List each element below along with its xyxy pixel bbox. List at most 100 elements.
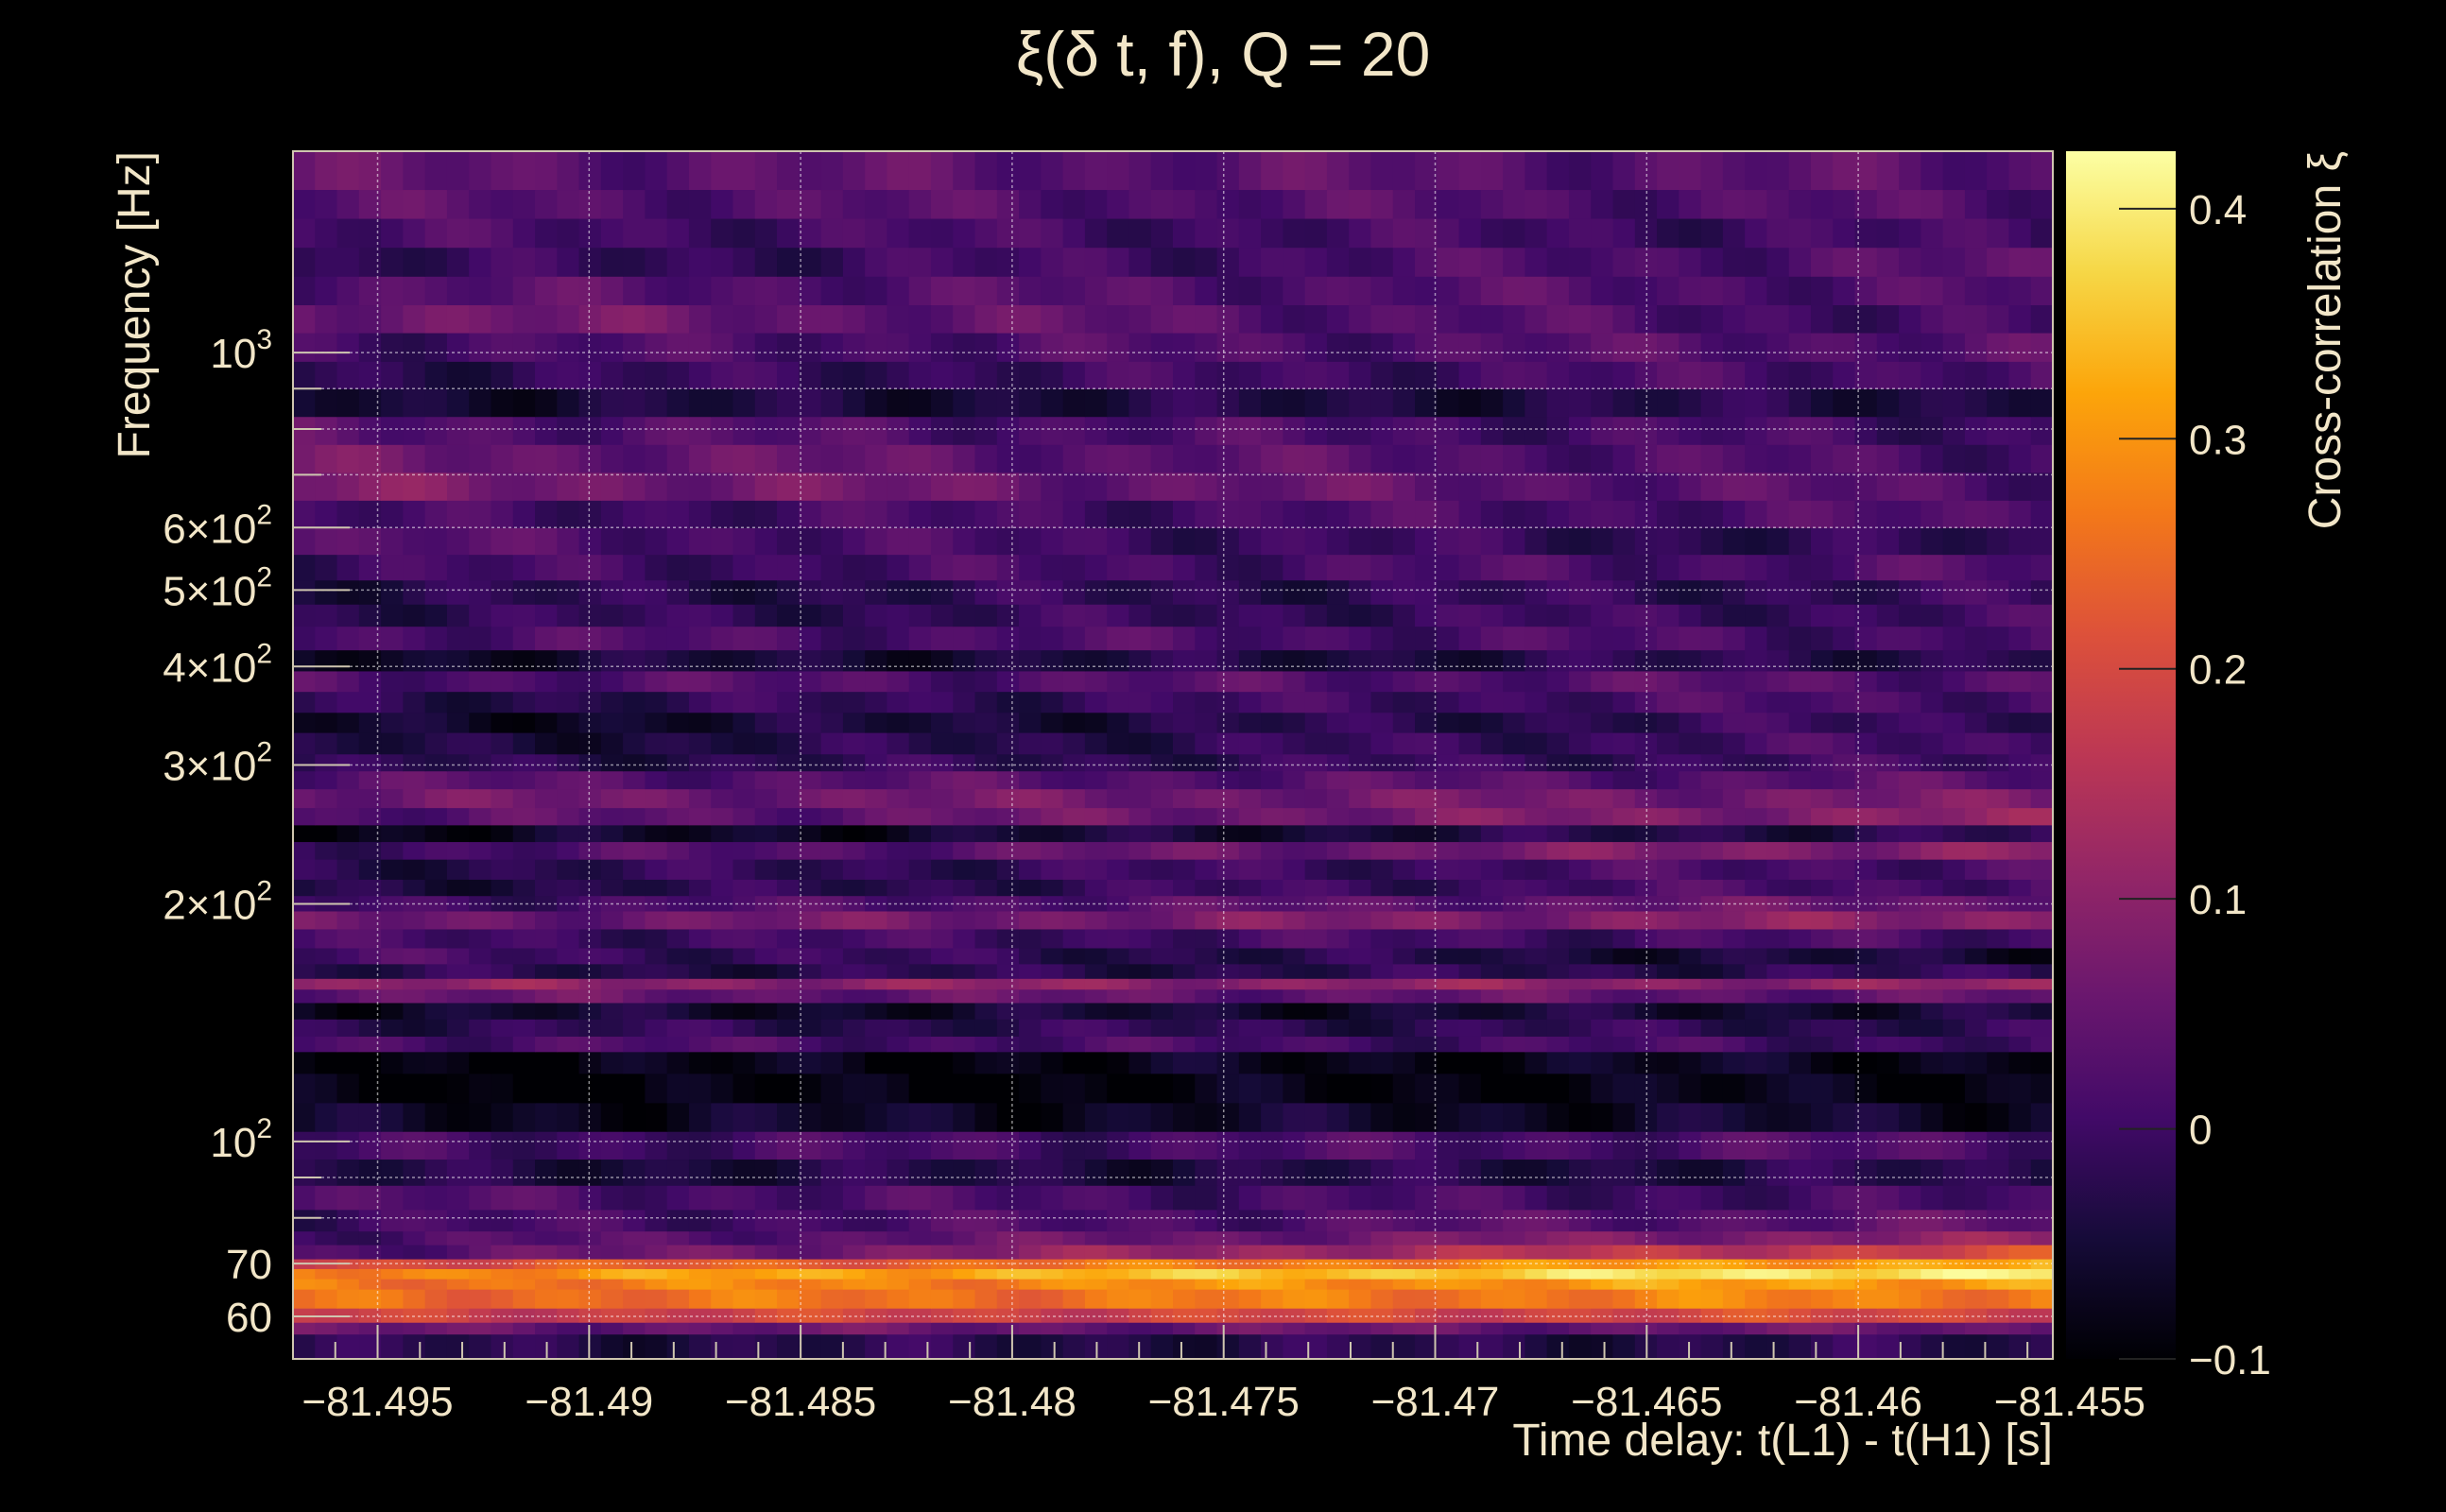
heatmap-cell — [1283, 388, 1306, 418]
heatmap-cell — [996, 649, 1020, 672]
heatmap-cell — [1899, 928, 1921, 949]
heatmap-cell — [469, 472, 492, 501]
heatmap-cell — [1546, 1322, 1570, 1335]
heatmap-cell — [1766, 500, 1790, 528]
heatmap-cell — [688, 910, 712, 930]
heatmap-cell — [645, 1322, 668, 1335]
heatmap-cell — [974, 859, 998, 880]
heatmap-cell — [491, 1289, 514, 1309]
heatmap-cell — [403, 276, 426, 306]
heatmap-cell — [1283, 416, 1306, 445]
heatmap-cell — [1942, 416, 1966, 445]
heatmap-cell — [600, 928, 624, 949]
heatmap-cell — [469, 604, 492, 627]
heatmap-cell — [1107, 217, 1130, 249]
heatmap-cell — [799, 1268, 822, 1280]
heatmap-cell — [1546, 361, 1570, 389]
heatmap-cell — [1326, 824, 1350, 843]
heatmap-cell — [381, 753, 404, 772]
heatmap-cell — [820, 527, 844, 556]
heatmap-cell — [820, 579, 844, 605]
heatmap-cell — [1370, 712, 1394, 733]
heatmap-cell — [1745, 1308, 1768, 1323]
heatmap-cell — [1195, 1019, 1218, 1037]
heatmap-cell — [1546, 1051, 1570, 1074]
heatmap-cell — [1392, 910, 1416, 930]
heatmap-cell — [1987, 1019, 2010, 1037]
heatmap-cell — [512, 910, 536, 930]
heatmap-cell — [1261, 788, 1283, 809]
y-tick-label: 60 — [226, 1295, 272, 1341]
heatmap-cell — [557, 1289, 580, 1309]
heatmap-cell — [1370, 841, 1394, 860]
heatmap-cell — [1370, 276, 1394, 306]
heatmap-cell — [469, 527, 492, 556]
heatmap-cell — [1128, 416, 1152, 445]
heatmap-cell — [1238, 1185, 1262, 1211]
heatmap-cell — [381, 712, 404, 733]
heatmap-cell — [754, 388, 778, 418]
heatmap-cell — [1634, 1279, 1658, 1290]
heatmap-cell — [777, 554, 800, 581]
heatmap-cell — [469, 841, 492, 860]
heatmap-cell — [1107, 1019, 1130, 1037]
heatmap-cell — [1854, 841, 1878, 860]
heatmap-cell — [293, 947, 316, 965]
heatmap-cell — [1766, 947, 1790, 965]
heatmap-cell — [1503, 1245, 1526, 1260]
heatmap-cell — [1392, 1051, 1416, 1074]
heatmap-cell — [1854, 1002, 1878, 1020]
heatmap-cell — [1591, 1333, 1614, 1360]
heatmap-cell — [1019, 626, 1042, 651]
heatmap-cell — [1084, 1051, 1108, 1074]
heatmap-cell — [512, 388, 536, 418]
heatmap-cell — [293, 859, 316, 880]
heatmap-cell — [336, 361, 360, 389]
heatmap-cell — [754, 1102, 778, 1132]
heatmap-cell — [1810, 1131, 1834, 1160]
heatmap-cell — [446, 1209, 470, 1232]
heatmap-cell — [1128, 1073, 1152, 1104]
heatmap-cell — [645, 712, 668, 733]
heatmap-cell — [1810, 910, 1834, 930]
heatmap-cell — [1261, 217, 1283, 249]
heatmap-cell — [887, 712, 910, 733]
heatmap-cell — [953, 1322, 976, 1335]
heatmap-cell — [1128, 910, 1152, 930]
heatmap-cell — [887, 1159, 910, 1186]
heatmap-cell — [1854, 276, 1878, 306]
heatmap-cell — [1964, 444, 1988, 473]
heatmap-cell — [1657, 1051, 1679, 1074]
heatmap-cell — [1700, 928, 1724, 949]
heatmap-cell — [865, 807, 888, 826]
heatmap-cell — [535, 691, 558, 713]
heatmap-cell — [1261, 527, 1283, 556]
heatmap-cell — [1261, 151, 1283, 191]
heatmap-cell — [491, 788, 514, 809]
heatmap-cell — [688, 691, 712, 713]
heatmap-cell — [1415, 691, 1438, 713]
heatmap-cell — [1503, 1073, 1526, 1104]
heatmap-cell — [820, 444, 844, 473]
heatmap-cell — [1458, 217, 1482, 249]
heatmap-cell — [1745, 151, 1768, 191]
heatmap-cell — [336, 824, 360, 843]
heatmap-cell — [1392, 988, 1416, 1004]
heatmap-cell — [1612, 841, 1636, 860]
heatmap-cell — [953, 1002, 976, 1020]
heatmap-cell — [381, 1308, 404, 1323]
heatmap-cell — [2030, 807, 2054, 826]
heatmap-cell — [1173, 1051, 1196, 1074]
heatmap-cell — [315, 388, 338, 418]
heatmap-cell — [315, 841, 338, 860]
heatmap-cell — [1150, 1019, 1174, 1037]
heatmap-cell — [732, 626, 756, 651]
heatmap-cell — [1788, 1245, 1812, 1260]
heatmap-cell — [1041, 753, 1064, 772]
heatmap-cell — [535, 1279, 558, 1290]
heatmap-cell — [799, 859, 822, 880]
heatmap-cell — [446, 276, 470, 306]
heatmap-cell — [1283, 1209, 1306, 1232]
heatmap-cell — [1524, 770, 1548, 790]
y-tick-label: 102 — [210, 1113, 272, 1166]
